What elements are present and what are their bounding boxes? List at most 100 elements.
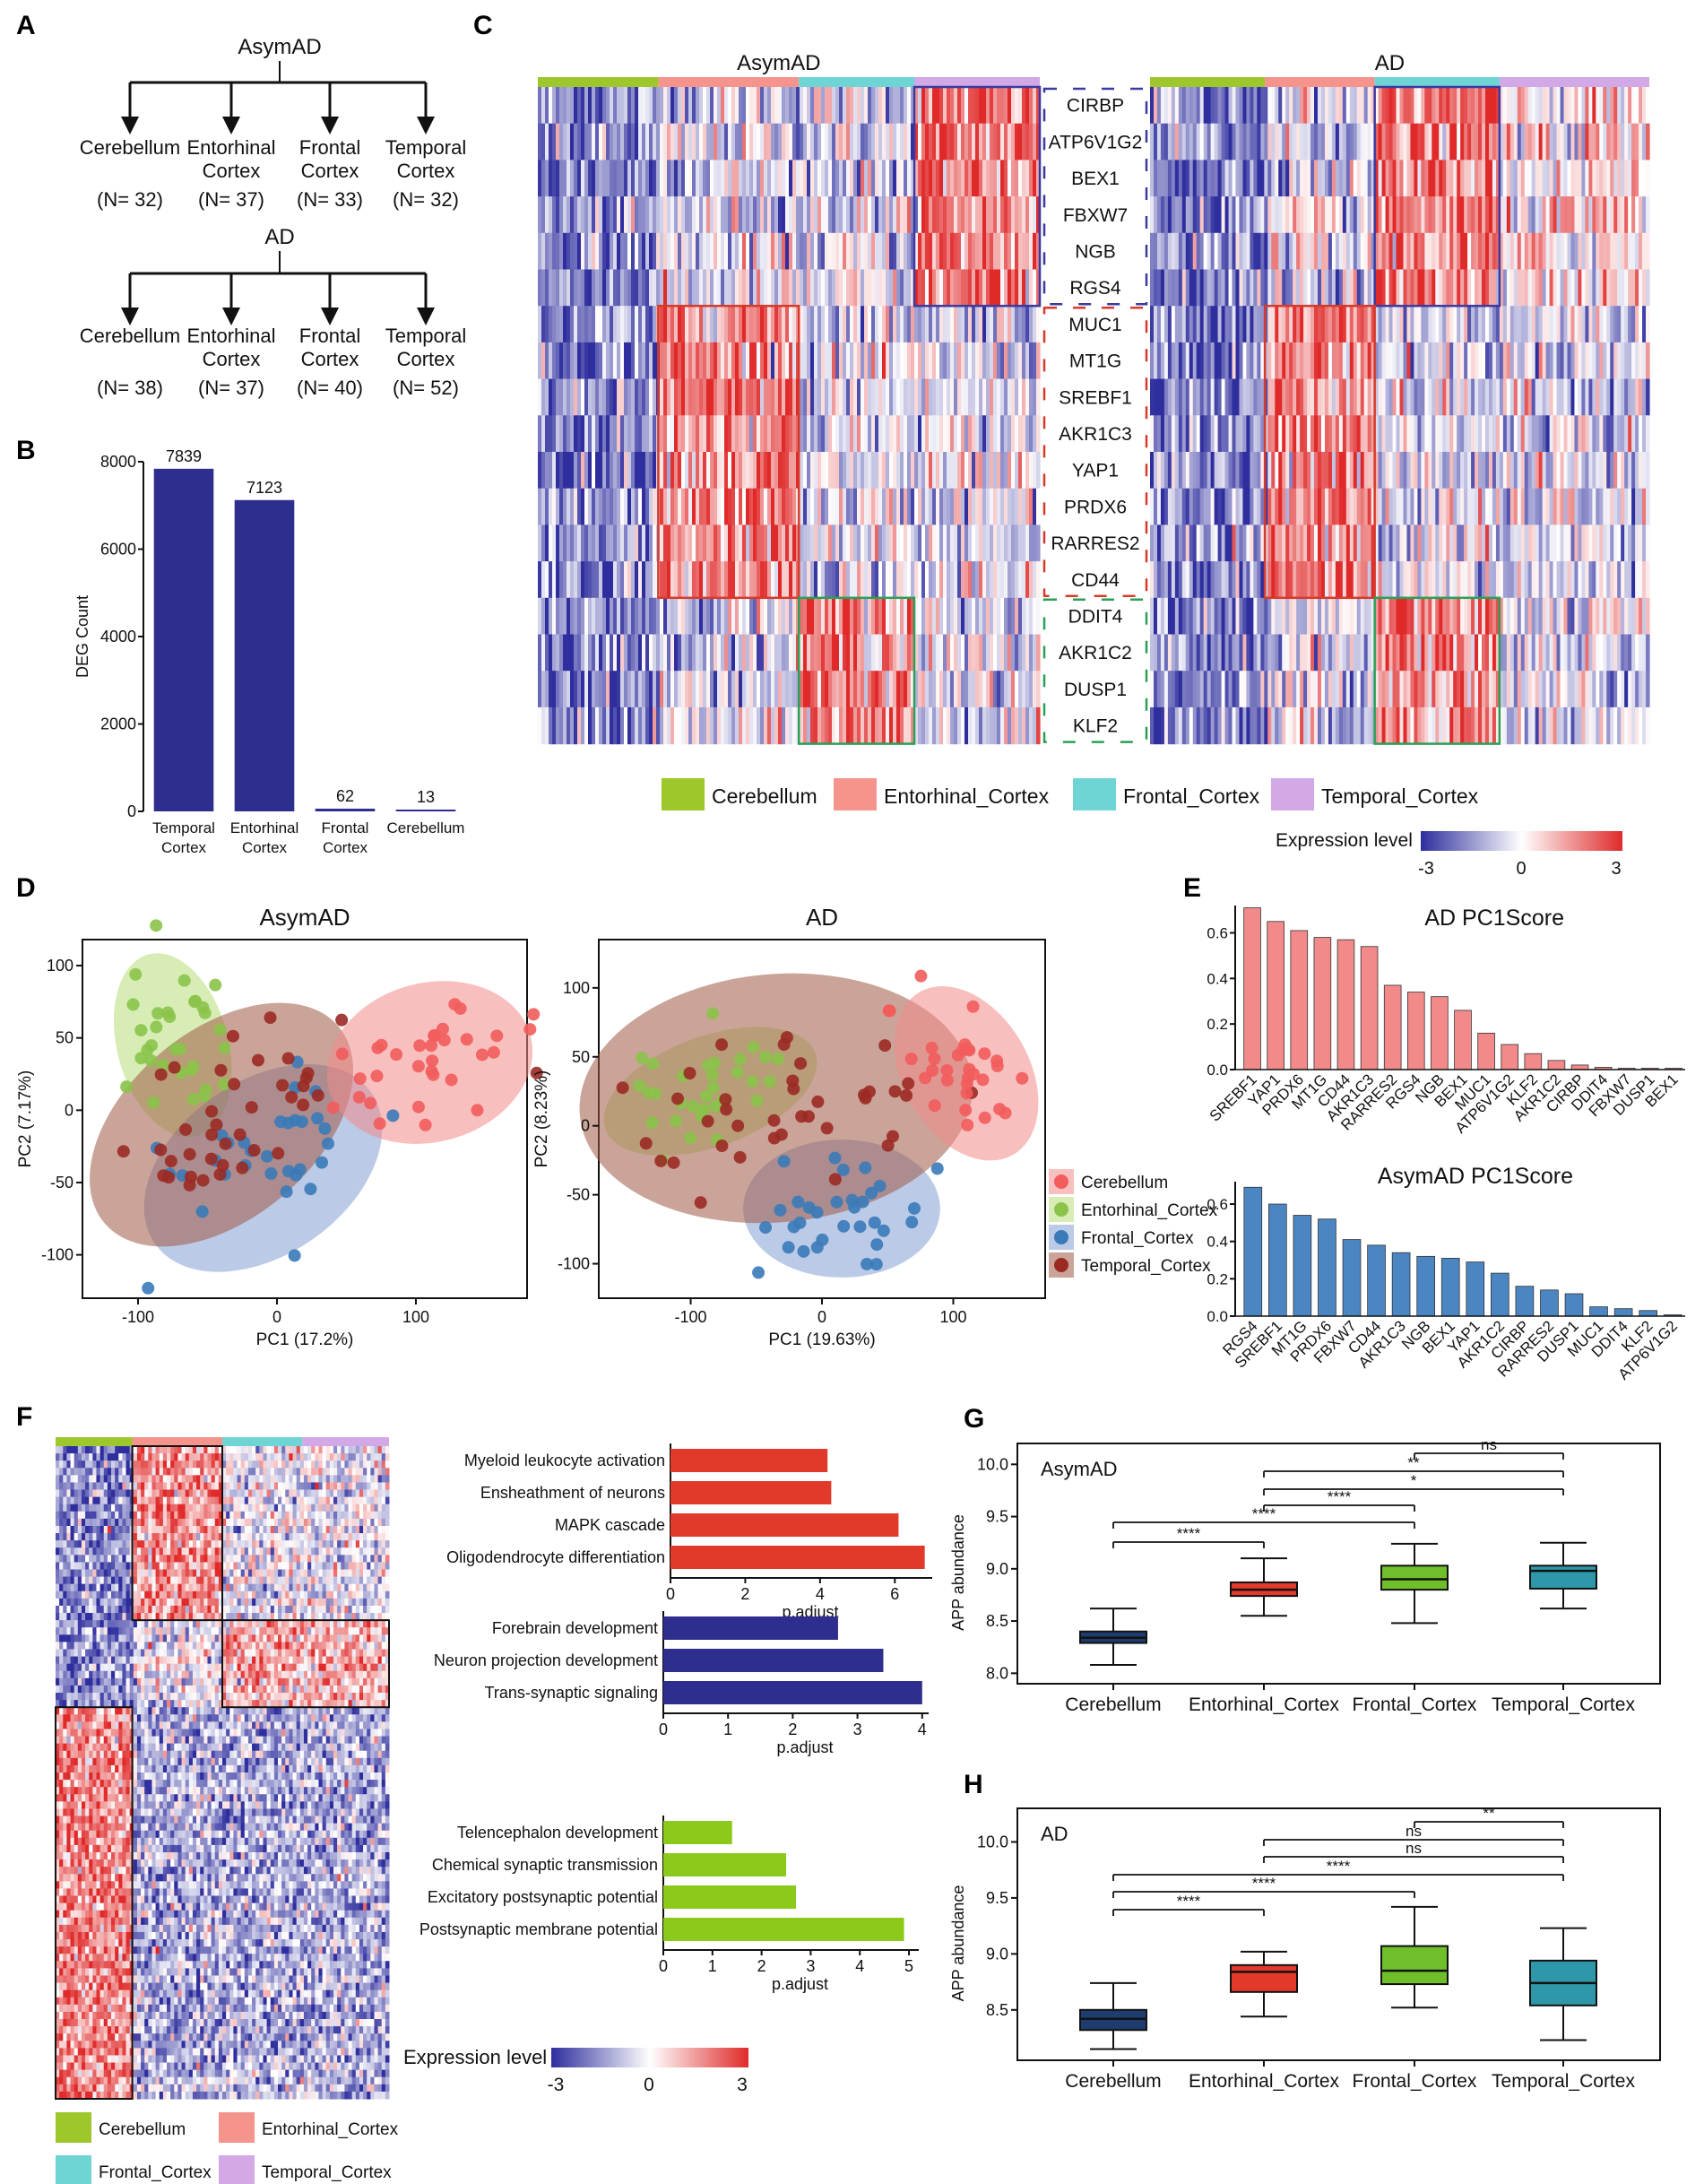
c-heat-cell [1471, 561, 1475, 599]
tree-child-label: Frontal Cortex [299, 325, 360, 370]
c-heat-cell [599, 269, 603, 307]
c-heat-cell [563, 87, 567, 125]
c-heat-cell [771, 415, 775, 453]
c-heat-cell [1488, 87, 1493, 125]
c-heat-cell [1520, 597, 1526, 636]
c-heat-cell [1603, 160, 1607, 197]
c-heat-cell [821, 634, 826, 672]
c-heat-cell [1167, 123, 1172, 160]
c-heat-cell [1588, 452, 1593, 490]
b-bar-1 [234, 499, 295, 811]
c-heat-cell [635, 342, 639, 380]
c-heat-cell [660, 634, 664, 672]
c-heat-cell [1171, 87, 1176, 125]
c-heat-cell [1553, 342, 1558, 380]
c-heat-cell [1253, 269, 1258, 307]
c-heat-cell [1196, 561, 1201, 599]
c-heat-cell [1549, 561, 1554, 599]
c-heat-cell [584, 561, 589, 599]
c-heat-cell [667, 671, 671, 708]
c-heat-cell [549, 561, 553, 599]
c-heat-cell [1018, 597, 1023, 636]
c-heat-cell [1289, 269, 1293, 307]
c-heat-cell [642, 269, 646, 307]
c-heat-cell [814, 269, 818, 307]
c-heat-cell [620, 342, 625, 380]
c-heat-cell [1617, 269, 1622, 307]
c-heat-cell [1488, 524, 1493, 562]
c-heat-cell [538, 488, 542, 525]
c-heat-cell [825, 232, 829, 271]
c-heat-cell [1029, 123, 1034, 160]
c-heat-cell [556, 306, 560, 343]
c-heat-cell [1639, 123, 1643, 160]
c-heat-cell [721, 123, 725, 160]
c-heat-cell [592, 524, 596, 562]
c-heat-cell [1453, 342, 1457, 380]
c-heat-cell [592, 306, 596, 343]
c-heat-cell [1439, 452, 1443, 490]
c-heat-cell [1606, 378, 1611, 416]
c-heat-cell [1371, 671, 1376, 708]
c-heat-cell [1328, 123, 1333, 160]
c-heat-cell [1424, 306, 1429, 343]
c-heat-cell [1257, 634, 1261, 672]
c-heat-cell [649, 634, 653, 672]
c-heat-cell [1442, 524, 1447, 562]
c-heat-cell [645, 597, 650, 636]
c-heat-cell [1428, 87, 1432, 125]
c-heat-cell [1300, 160, 1304, 197]
c-heat-cell [606, 415, 610, 453]
c-heat-cell [1331, 415, 1336, 453]
c-heat-cell [1642, 378, 1647, 416]
c-heat-cell [1388, 306, 1394, 343]
tree-child-label: Cerebellum [80, 325, 181, 347]
c-heat-cell [653, 306, 657, 343]
c-heat-cell [1278, 342, 1283, 380]
c-heat-cell [685, 232, 689, 271]
c-heat-cell [1482, 452, 1486, 490]
c-heat-cell [968, 160, 973, 197]
c-heat-cell [882, 488, 887, 525]
c-heat-cell [1439, 597, 1443, 636]
c-heat-cell [986, 488, 990, 525]
c-heat-cell [1560, 87, 1565, 125]
c-heat-cell [1403, 452, 1408, 490]
c-heat-cell [567, 269, 571, 307]
c-heat-cell [1317, 87, 1322, 125]
c-heat-cell [749, 597, 754, 636]
c-heat-cell [911, 232, 915, 271]
c-heat-cell [667, 306, 671, 343]
c-heat-cell [1242, 196, 1248, 234]
c-heat-cell [968, 378, 973, 416]
c-heat-cell [871, 342, 876, 380]
c-heat-cell [645, 87, 650, 125]
c-heat-cell [1156, 597, 1162, 636]
c-heat-cell [1363, 269, 1369, 307]
c-heat-cell [1011, 415, 1016, 453]
c-heat-cell [620, 671, 625, 708]
c-heat-cell [1228, 87, 1233, 125]
c-heat-cell [1495, 561, 1501, 599]
c-heat-cell [631, 342, 636, 380]
c-heat-cell [1235, 160, 1241, 197]
c-heat-cell [1267, 415, 1272, 453]
c-heat-cell [1185, 306, 1190, 343]
c-heat-cell [706, 87, 711, 125]
c-heat-cell [1475, 524, 1479, 562]
c-heat-cell [932, 671, 937, 708]
c-heat-cell [653, 671, 657, 708]
c-heat-cell [1360, 232, 1365, 271]
c-heat-cell [904, 269, 908, 307]
c-heat-cell [828, 269, 833, 307]
c-heat-cell [749, 87, 754, 125]
c-heat-cell [1004, 87, 1008, 125]
c-heat-cell [1025, 196, 1030, 234]
c-heat-cell [681, 706, 686, 745]
c-heat-cell [835, 378, 840, 416]
c-heat-cell [1381, 452, 1387, 490]
c-heat-cell [663, 634, 668, 672]
c-heat-cell [563, 160, 567, 197]
c-heat-cell [864, 452, 869, 490]
c-heat-cell [1210, 524, 1215, 562]
